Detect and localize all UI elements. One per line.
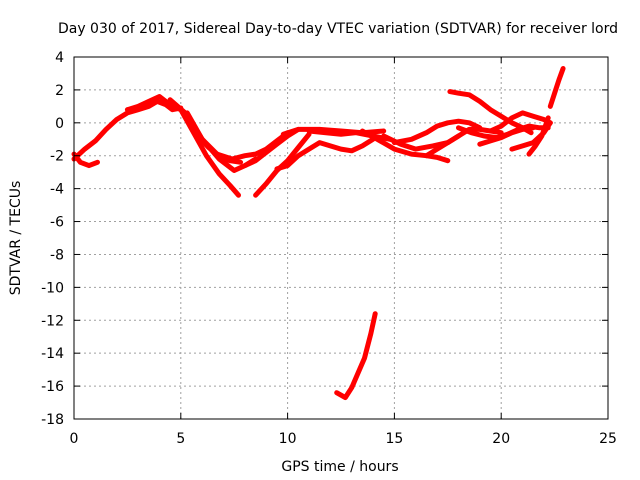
- series-line-s19: [477, 125, 536, 147]
- y-tick-label: -6: [50, 215, 64, 231]
- plot-frame: [73, 56, 609, 420]
- series-line-s6: [195, 133, 244, 165]
- x-tick-label: 20: [492, 431, 510, 447]
- y-tick-label: -18: [41, 412, 64, 428]
- x-tick-label: 10: [279, 431, 297, 447]
- series-line-s23: [547, 66, 566, 109]
- series-line-s10: [274, 136, 376, 172]
- series-line-s20: [488, 110, 553, 134]
- x-axis-ticks: 0 5 10 15 20 25: [70, 57, 617, 447]
- y-tick-label: -12: [41, 313, 64, 329]
- chart-title: Day 030 of 2017, Sidereal Day-to-day VTE…: [58, 21, 618, 37]
- y-axis-label: SDTVAR / TECUs: [8, 181, 24, 296]
- y-tick-label: -8: [50, 247, 64, 263]
- grid-lines: [74, 57, 608, 419]
- x-axis-label: GPS time / hours: [281, 459, 398, 475]
- y-tick-label: 4: [55, 50, 64, 66]
- series-line-s2: [71, 98, 184, 162]
- x-tick-label: 0: [70, 431, 79, 447]
- x-tick-label: 15: [385, 431, 403, 447]
- y-tick-label: -10: [41, 280, 64, 296]
- series-line-s22: [526, 115, 551, 157]
- y-tick-label: -14: [41, 346, 64, 362]
- series-line-s15: [391, 118, 483, 146]
- data-series-group: [71, 66, 566, 401]
- x-tick-label: 5: [176, 431, 185, 447]
- x-tick-label: 25: [599, 431, 617, 447]
- y-axis-ticks: 4 2 0 -2 -4 -6 -8 -10 -12 -14 -16 -18: [41, 50, 608, 428]
- y-tick-label: -16: [41, 379, 64, 395]
- y-tick-label: 2: [55, 83, 64, 99]
- y-tick-label: -2: [50, 149, 64, 165]
- series-line-s13: [359, 128, 451, 164]
- y-tick-label: -4: [50, 182, 64, 198]
- series-line-s12: [334, 311, 378, 401]
- series-line-s17: [447, 89, 534, 136]
- y-tick-label: 0: [55, 116, 64, 132]
